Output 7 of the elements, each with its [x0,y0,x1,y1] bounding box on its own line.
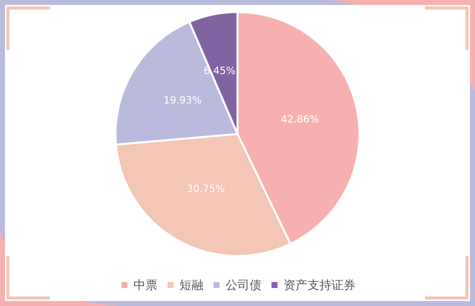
legend-label: 公司债 [226,278,262,292]
legend-label: 短融 [180,278,204,292]
legend-label: 中票 [134,278,158,292]
legend-label: 资产支持证券 [284,278,356,292]
data-label: 42.86% [280,114,319,126]
data-label: 19.93% [164,96,202,107]
data-label: 30.75% [186,184,225,196]
